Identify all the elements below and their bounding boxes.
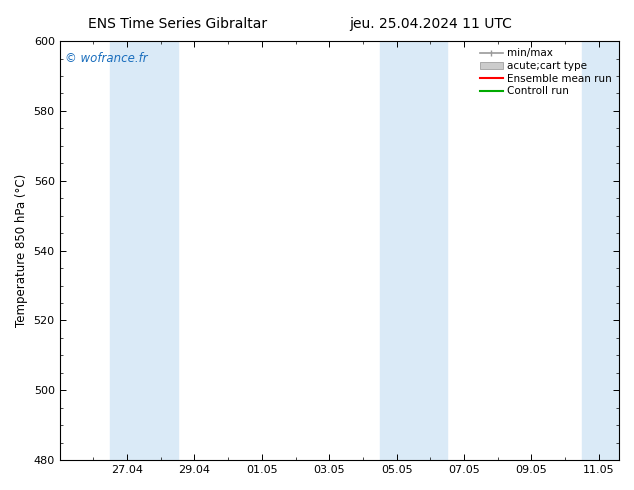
- Text: ENS Time Series Gibraltar: ENS Time Series Gibraltar: [88, 17, 267, 31]
- Y-axis label: Temperature 850 hPa (°C): Temperature 850 hPa (°C): [15, 174, 28, 327]
- Legend: min/max, acute;cart type, Ensemble mean run, Controll run: min/max, acute;cart type, Ensemble mean …: [478, 46, 614, 98]
- Bar: [582, 41, 619, 460]
- Text: jeu. 25.04.2024 11 UTC: jeu. 25.04.2024 11 UTC: [350, 17, 512, 31]
- Bar: [380, 41, 447, 460]
- Text: © wofrance.fr: © wofrance.fr: [65, 51, 148, 65]
- Bar: [110, 41, 178, 460]
